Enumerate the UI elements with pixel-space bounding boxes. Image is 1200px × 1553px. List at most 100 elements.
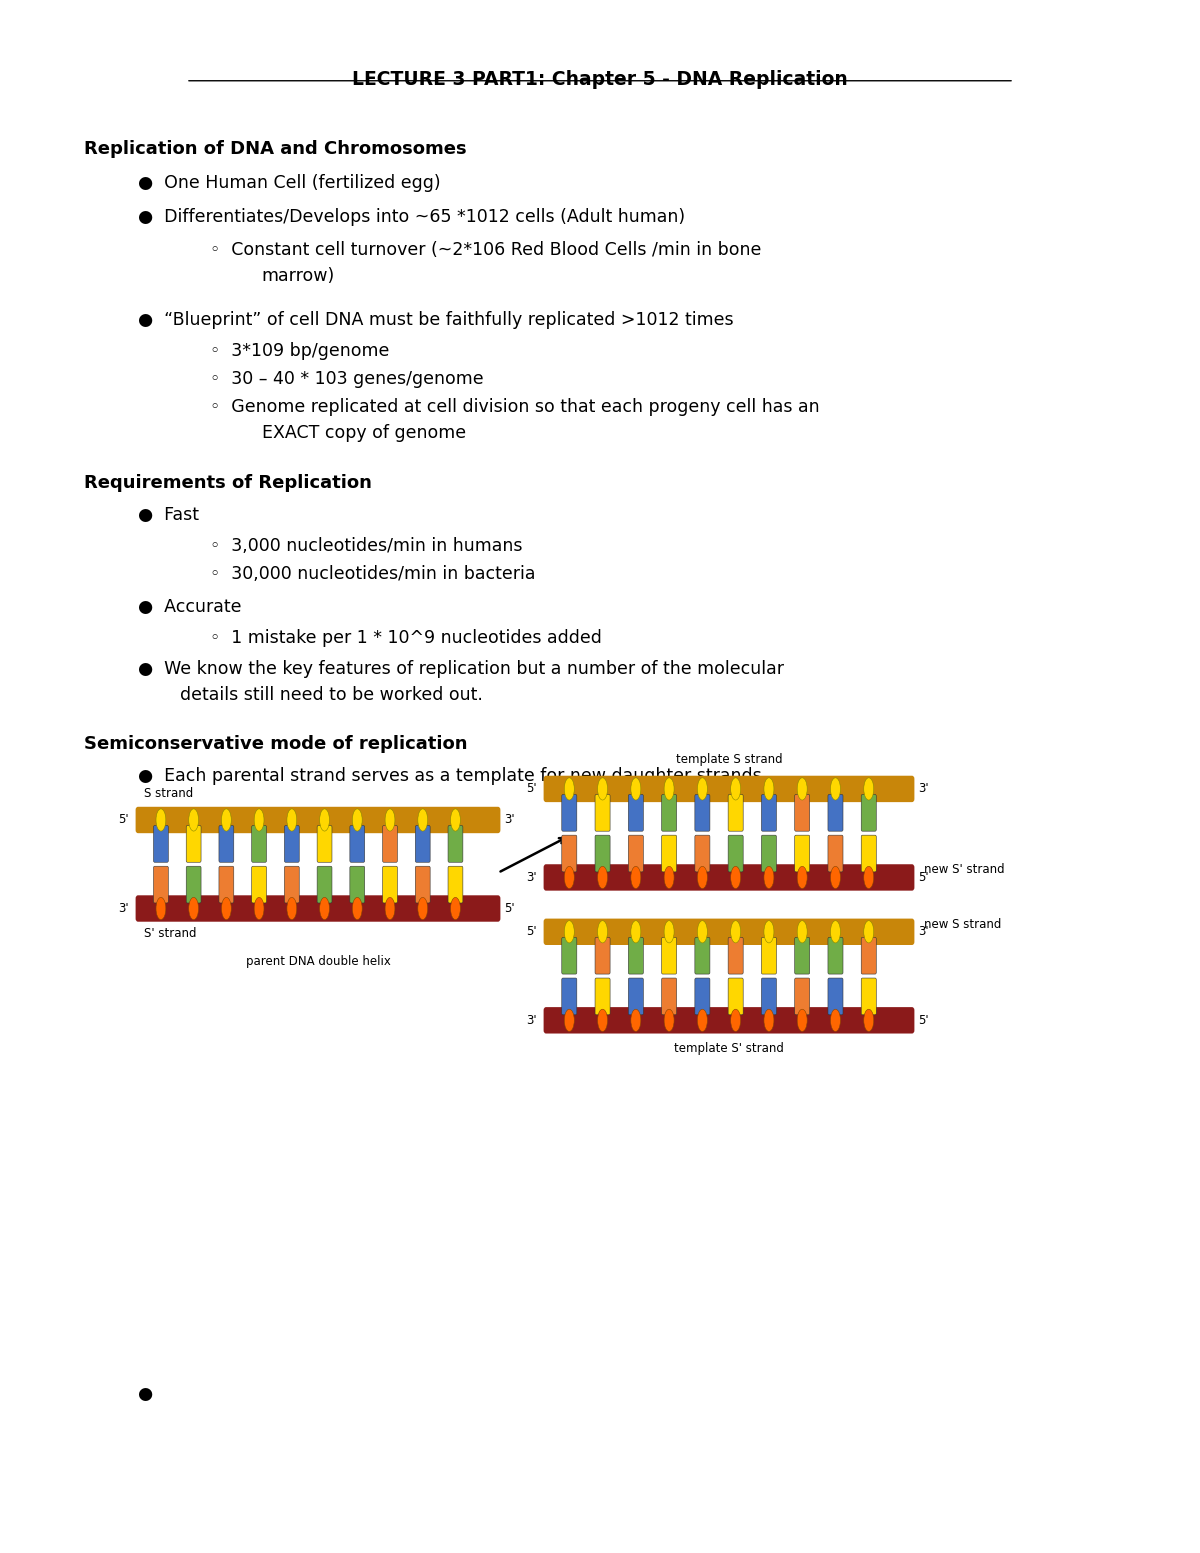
FancyBboxPatch shape xyxy=(562,978,577,1014)
Text: ●  “Blueprint” of cell DNA must be faithfully replicated >1012 times: ● “Blueprint” of cell DNA must be faithf… xyxy=(138,311,733,329)
Text: 5': 5' xyxy=(918,871,929,884)
FancyBboxPatch shape xyxy=(595,938,610,974)
FancyBboxPatch shape xyxy=(728,836,743,871)
Ellipse shape xyxy=(598,921,607,943)
Ellipse shape xyxy=(797,1009,808,1031)
Text: ◦  30,000 nucleotides/min in bacteria: ◦ 30,000 nucleotides/min in bacteria xyxy=(210,565,535,584)
FancyBboxPatch shape xyxy=(218,867,234,902)
Ellipse shape xyxy=(864,921,874,943)
Ellipse shape xyxy=(631,867,641,888)
FancyBboxPatch shape xyxy=(350,867,365,902)
Text: 3': 3' xyxy=(526,871,536,884)
FancyBboxPatch shape xyxy=(544,1008,914,1034)
Text: ●  One Human Cell (fertilized egg): ● One Human Cell (fertilized egg) xyxy=(138,174,440,193)
Ellipse shape xyxy=(418,809,427,831)
FancyBboxPatch shape xyxy=(794,938,810,974)
Text: 3': 3' xyxy=(918,926,929,938)
Text: 3': 3' xyxy=(118,902,128,915)
Text: marrow): marrow) xyxy=(262,267,335,286)
Text: ◦  Genome replicated at cell division so that each progeny cell has an: ◦ Genome replicated at cell division so … xyxy=(210,398,820,416)
FancyBboxPatch shape xyxy=(136,808,500,832)
Text: 3': 3' xyxy=(918,783,929,795)
Ellipse shape xyxy=(353,809,362,831)
FancyBboxPatch shape xyxy=(448,826,463,862)
Text: ●  Each parental strand serves as a template for new daughter strands: ● Each parental strand serves as a templ… xyxy=(138,767,762,786)
Ellipse shape xyxy=(254,809,264,831)
FancyBboxPatch shape xyxy=(762,978,776,1014)
Text: template S' strand: template S' strand xyxy=(674,1042,784,1054)
Ellipse shape xyxy=(564,867,575,888)
FancyBboxPatch shape xyxy=(595,978,610,1014)
FancyBboxPatch shape xyxy=(154,826,168,862)
Text: 3': 3' xyxy=(504,814,515,826)
Text: ●  We know the key features of replication but a number of the molecular: ● We know the key features of replicatio… xyxy=(138,660,784,679)
FancyBboxPatch shape xyxy=(629,795,643,831)
Ellipse shape xyxy=(830,921,840,943)
Ellipse shape xyxy=(797,778,808,800)
Text: details still need to be worked out.: details still need to be worked out. xyxy=(180,686,482,705)
FancyBboxPatch shape xyxy=(862,978,876,1014)
Ellipse shape xyxy=(697,1009,707,1031)
Text: 5': 5' xyxy=(526,926,536,938)
FancyBboxPatch shape xyxy=(350,826,365,862)
FancyBboxPatch shape xyxy=(862,836,876,871)
Text: LECTURE 3 PART1: Chapter 5 - DNA Replication: LECTURE 3 PART1: Chapter 5 - DNA Replica… xyxy=(352,70,848,89)
FancyBboxPatch shape xyxy=(661,978,677,1014)
Text: 5': 5' xyxy=(526,783,536,795)
FancyBboxPatch shape xyxy=(661,938,677,974)
Text: S strand: S strand xyxy=(144,787,193,800)
Ellipse shape xyxy=(764,1009,774,1031)
FancyBboxPatch shape xyxy=(415,867,430,902)
FancyBboxPatch shape xyxy=(284,826,299,862)
FancyBboxPatch shape xyxy=(695,938,710,974)
Ellipse shape xyxy=(631,921,641,943)
Text: new S strand: new S strand xyxy=(924,918,1001,930)
FancyBboxPatch shape xyxy=(695,978,710,1014)
Ellipse shape xyxy=(764,921,774,943)
Ellipse shape xyxy=(450,809,461,831)
FancyBboxPatch shape xyxy=(794,836,810,871)
Text: Semiconservative mode of replication: Semiconservative mode of replication xyxy=(84,735,468,753)
Ellipse shape xyxy=(598,867,607,888)
Ellipse shape xyxy=(319,898,330,919)
FancyBboxPatch shape xyxy=(186,826,202,862)
Ellipse shape xyxy=(385,809,395,831)
FancyBboxPatch shape xyxy=(629,836,643,871)
FancyBboxPatch shape xyxy=(794,795,810,831)
FancyBboxPatch shape xyxy=(862,795,876,831)
FancyBboxPatch shape xyxy=(695,795,710,831)
FancyBboxPatch shape xyxy=(794,978,810,1014)
Ellipse shape xyxy=(188,809,198,831)
Ellipse shape xyxy=(598,1009,607,1031)
Text: ◦  Constant cell turnover (~2*106 Red Blood Cells /min in bone: ◦ Constant cell turnover (~2*106 Red Blo… xyxy=(210,241,761,259)
FancyBboxPatch shape xyxy=(828,938,842,974)
Ellipse shape xyxy=(764,778,774,800)
FancyBboxPatch shape xyxy=(661,836,677,871)
Text: 3': 3' xyxy=(526,1014,536,1027)
Text: ●  Fast: ● Fast xyxy=(138,506,199,525)
FancyBboxPatch shape xyxy=(629,938,643,974)
Ellipse shape xyxy=(830,867,840,888)
FancyBboxPatch shape xyxy=(252,867,266,902)
FancyBboxPatch shape xyxy=(695,836,710,871)
FancyBboxPatch shape xyxy=(595,836,610,871)
FancyBboxPatch shape xyxy=(828,836,842,871)
FancyBboxPatch shape xyxy=(544,918,914,944)
Text: S' strand: S' strand xyxy=(144,927,197,940)
Text: parent DNA double helix: parent DNA double helix xyxy=(246,955,390,968)
Ellipse shape xyxy=(664,867,674,888)
Ellipse shape xyxy=(731,921,740,943)
FancyBboxPatch shape xyxy=(728,795,743,831)
FancyBboxPatch shape xyxy=(218,826,234,862)
FancyBboxPatch shape xyxy=(562,836,577,871)
Ellipse shape xyxy=(385,898,395,919)
FancyBboxPatch shape xyxy=(661,795,677,831)
FancyBboxPatch shape xyxy=(383,867,397,902)
FancyBboxPatch shape xyxy=(762,795,776,831)
Text: EXACT copy of genome: EXACT copy of genome xyxy=(262,424,466,443)
Text: Requirements of Replication: Requirements of Replication xyxy=(84,474,372,492)
Ellipse shape xyxy=(418,898,427,919)
FancyBboxPatch shape xyxy=(762,836,776,871)
Ellipse shape xyxy=(156,898,166,919)
FancyBboxPatch shape xyxy=(186,867,202,902)
